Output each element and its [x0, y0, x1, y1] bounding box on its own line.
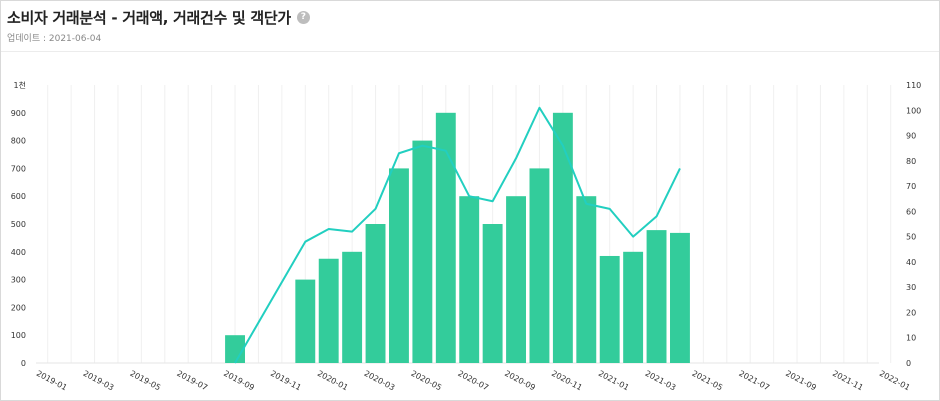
right-axis-tick: 70 [906, 182, 916, 191]
left-axis-tick: 900 [11, 109, 26, 118]
right-axis-tick: 50 [906, 233, 916, 242]
x-axis-tick: 2019-05 [128, 369, 162, 393]
x-axis-tick: 2019-03 [82, 369, 116, 393]
left-axis-tick: 800 [11, 137, 26, 146]
bar-2019-12 [295, 279, 316, 363]
x-axis-tick: 2021-07 [737, 369, 771, 393]
bar-2020-06 [435, 112, 456, 363]
bar-2020-09 [506, 196, 526, 363]
x-axis-tick: 2019-01 [35, 369, 69, 393]
left-axis-tick: 0 [21, 359, 26, 368]
bar-2020-03 [365, 224, 386, 363]
right-axis-tick: 110 [906, 81, 921, 90]
update-date: 업데이트 : 2021-06-04 [7, 34, 102, 44]
x-axis-tick: 2022-01 [878, 369, 912, 393]
x-axis-tick: 2019-07 [175, 369, 209, 393]
left-axis-tick: 200 [11, 303, 26, 312]
title-row: 소비자 거래분석 - 거래액, 거래건수 및 객단가 ? [7, 7, 310, 28]
x-axis-tick: 2021-09 [784, 369, 818, 393]
page-title: 소비자 거래분석 - 거래액, 거래건수 및 객단가 [7, 9, 291, 27]
header-divider [1, 51, 939, 52]
left-axis-tick: 600 [11, 192, 26, 201]
bar-2021-03 [646, 230, 667, 363]
right-axis-tick: 100 [906, 106, 921, 115]
left-axis-tick: 500 [11, 220, 26, 229]
x-axis-tick: 2021-01 [597, 369, 631, 393]
bar-2020-04 [389, 168, 409, 363]
left-axis-tick: 300 [11, 276, 26, 285]
right-axis-tick: 80 [906, 157, 916, 166]
bar-2020-07 [459, 196, 480, 363]
bar-2020-11 [552, 112, 573, 363]
right-axis-tick: 60 [906, 207, 916, 216]
x-axis-tick: 2019-11 [269, 369, 303, 393]
x-axis-tick: 2020-05 [409, 369, 443, 393]
bar-2020-05 [412, 140, 433, 363]
x-axis-tick: 2021-11 [831, 369, 865, 393]
x-axis-tick: 2020-03 [363, 369, 397, 393]
left-axis-tick: 400 [11, 248, 26, 257]
x-axis-tick: 2021-03 [644, 369, 678, 393]
right-axis-tick: 10 [906, 334, 916, 343]
bar-2020-02 [342, 251, 363, 363]
x-axis-tick: 2020-11 [550, 369, 584, 393]
left-axis-tick: 100 [11, 331, 26, 340]
left-axis-tick: 700 [11, 164, 26, 173]
left-axis-tick: 1천 [14, 80, 26, 90]
x-axis-tick: 2021-05 [690, 369, 724, 393]
x-axis-tick: 2020-09 [503, 369, 537, 393]
bar-2020-12 [576, 196, 597, 363]
bar-2021-04 [670, 232, 690, 363]
bar-2020-08 [482, 224, 503, 363]
right-axis-tick: 90 [906, 132, 916, 141]
bar-2021-01 [599, 255, 620, 363]
bar-2021-02 [623, 251, 644, 363]
bar-2020-01 [318, 258, 339, 363]
x-axis-tick: 2019-09 [222, 369, 256, 393]
help-icon[interactable]: ? [296, 11, 310, 24]
x-axis-tick: 2020-01 [316, 369, 350, 393]
line-series [234, 106, 681, 364]
bar-2020-10 [529, 168, 550, 363]
x-axis-tick: 2020-07 [456, 369, 490, 393]
right-axis-tick: 20 [906, 308, 916, 317]
right-axis-tick: 40 [906, 258, 916, 267]
right-axis-tick: 30 [906, 283, 916, 292]
right-axis-tick: 0 [906, 359, 911, 368]
